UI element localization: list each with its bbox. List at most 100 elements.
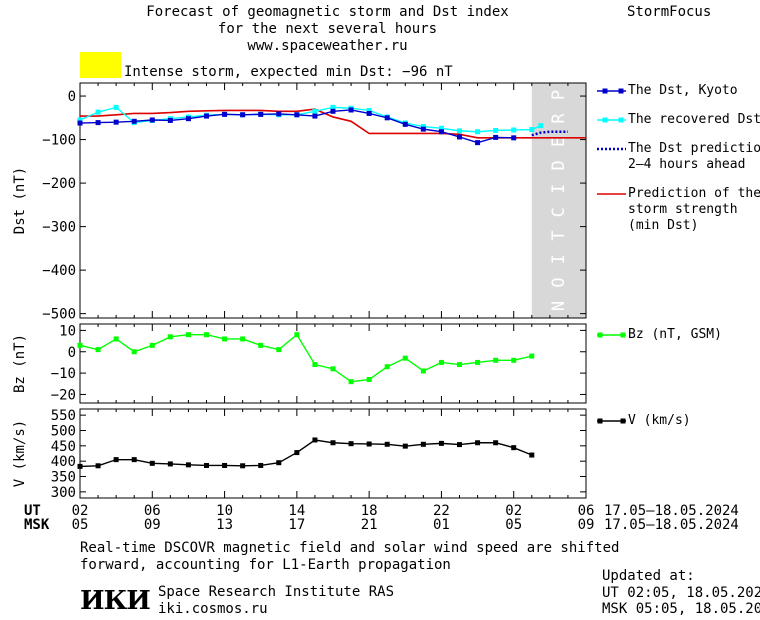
dst-kyoto-point [312,113,318,119]
storm-level-swatch [80,52,121,78]
recovered-dst-point [493,127,499,133]
dst-kyoto-point [113,119,119,125]
recovered-dst-point [77,117,83,123]
ut-tick-label: 10 [216,503,233,519]
bz-line [79,333,532,383]
bz-point [511,357,517,363]
v-point [95,463,101,469]
recovered-dst-point [330,104,336,110]
prediction-zone-letter: P [549,90,569,100]
dst-kyoto-point [457,134,462,140]
v-point [312,437,318,443]
v-point [185,462,191,468]
y-tick-label: 0 [68,89,76,105]
y-tick-label: 350 [51,470,76,486]
updated-label: Updated at: [602,568,695,584]
y-tick-label: −100 [42,133,76,149]
v-point [113,457,119,463]
dst-kyoto-point [167,117,173,123]
legend-prediction-label-2: 2–4 hours ahead [628,157,746,172]
bz-point [438,359,444,365]
brand-name: StormFocus [627,4,712,20]
msk-tick-label: 05 [505,517,522,533]
v-point [240,463,246,469]
v-point [149,460,155,466]
footer-note-line1: Real-time DSCOVR magnetic field and sola… [80,540,620,556]
y-tick-label: 0 [68,345,76,361]
dst-kyoto-point [204,113,209,119]
v-point [384,441,390,447]
legend-recovered-marker [618,117,624,123]
msk-tick-label: 09 [578,517,595,533]
dst-kyoto-point [366,110,372,116]
source-url: www.spaceweather.ru [247,38,408,54]
prediction-zone-letter: O [549,277,569,287]
recovered-dst-point [538,123,544,129]
legend-strength-label-2: storm strength [628,202,738,217]
legend-v-marker [597,418,603,424]
bz-point [258,342,264,348]
v-point [493,440,499,446]
msk-tick-label: 05 [72,517,89,533]
y-tick-label: −400 [42,263,76,279]
v-point [438,440,444,446]
y-tick-label: −10 [51,366,76,382]
y-tick-label: −200 [42,176,76,192]
ut-axis-label: UT [24,503,41,519]
prediction-zone-letter: E [549,137,569,147]
dst-kyoto-point [330,108,336,114]
bz-point [113,336,119,342]
dst-prediction-line [531,130,568,137]
v-point [475,440,481,446]
dst-kyoto-point [475,140,481,146]
msk-tick-label: 09 [144,517,161,533]
prediction-zone-letter: N [549,301,569,311]
prediction-zone-letter: I [549,184,569,194]
updated-msk: MSK 05:05, 18.05.2024 [602,601,760,617]
recovered-dst-point [420,124,426,130]
y-tick-label: 450 [51,439,76,455]
bz-point [204,332,209,338]
prediction-zone-letter: I [549,254,569,264]
panel-frame [79,323,587,404]
y-tick-label: 300 [51,485,76,501]
msk-tick-label: 17 [288,517,305,533]
v-point [529,452,535,458]
ut-date-range: 17.05–18.05.2024 [604,503,739,519]
legend-dst-kyoto-label: The Dst, Kyoto [628,83,738,98]
recovered-dst-point [366,107,372,113]
dst-kyoto-point [420,126,426,132]
v-point [276,460,282,466]
v-point [348,441,354,447]
bz-point [185,332,191,338]
ut-tick-label: 02 [72,503,89,519]
y-tick-label: 500 [51,423,76,439]
legend-recovered-label: The recovered Dst [628,112,760,127]
v-point [511,445,517,451]
ut-tick-label: 02 [505,503,522,519]
institute-name: Space Research Institute RAS [158,584,395,600]
recovered-dst-point [113,104,119,110]
recovered-dst-point [475,129,481,135]
ut-tick-label: 06 [578,503,595,519]
y-tick-label: 550 [51,408,76,424]
bz-point [312,362,318,368]
legend-strength-label-1: Prediction of the [628,186,760,201]
y-axis-label: V (km/s) [12,420,28,487]
recovered-dst-point [438,125,444,131]
bz-point [366,377,372,383]
iki-logo: ИКИ [80,586,151,616]
legend-strength-label-3: (min Dst) [628,218,699,233]
panel-frame [79,82,587,319]
institute-site[interactable]: iki.cosmos.ru [158,601,268,617]
legend-bz-marker [620,332,626,338]
legend-recovered-marker [602,117,608,123]
recovered-dst-point [95,109,101,115]
prediction-zone-letter: R [549,113,569,124]
dst-kyoto-point [294,112,300,118]
bz-point [420,368,426,374]
y-tick-label: 10 [59,323,76,339]
chart-title-line1: Forecast of geomagnetic storm and Dst in… [146,4,509,20]
msk-tick-label: 01 [433,517,450,533]
